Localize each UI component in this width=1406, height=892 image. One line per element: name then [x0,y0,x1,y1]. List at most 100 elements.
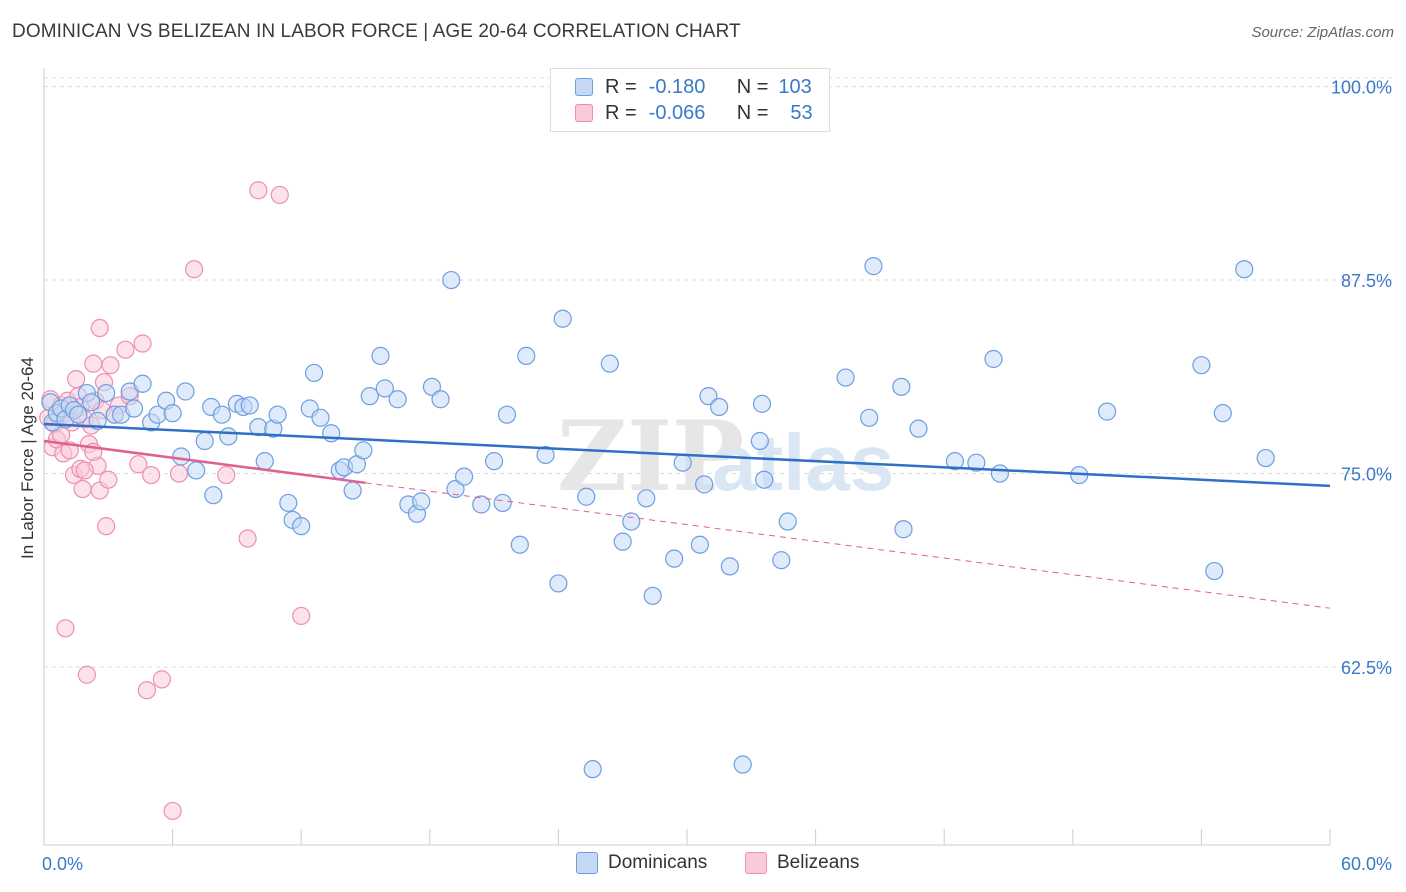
dominican-point [212,405,231,424]
y-tick-label: 100.0% [1331,78,1392,98]
belizean-point [142,465,161,485]
dominican-point [990,464,1010,483]
dominican-point [1192,356,1211,375]
dominican-point [637,489,656,508]
dominican-point [673,453,692,472]
dominican-point [311,408,330,427]
dominican-point [1213,404,1232,423]
dominican-point [97,383,116,403]
legend-row-belizeans: R = -0.066 N = 53 [575,101,813,125]
belizean-point [101,356,120,375]
dominican-point [752,394,772,413]
grid-layer [44,77,1392,668]
dominican-point [388,390,407,409]
dominican-point [778,512,797,531]
dominican-point [755,470,774,489]
bottom-legend-belizeans: Belizeans [745,852,859,874]
y-tick-labels: 62.5% 75.0% 87.5% 100.0% [1331,78,1392,678]
bottom-legend-label-dominicans: Dominicans [608,852,708,873]
dominican-point [909,419,928,438]
dominican-point [343,481,362,500]
belizean-point [217,465,236,485]
legend-n-value-belizeans: 53 [790,101,813,124]
belizean-point [133,334,152,353]
belizeans-points [39,181,311,821]
dominican-point [446,479,465,499]
dominican-point [172,447,191,466]
dominican-point [894,520,913,539]
y-tick-label: 87.5% [1341,271,1392,291]
belizean-point [184,260,204,279]
dominican-point [553,309,572,328]
dominican-point [733,755,752,774]
dominican-point [240,396,259,415]
belizean-point [152,670,171,689]
belizean-point [67,370,86,389]
dominican-point [1205,561,1224,581]
belizean-point [90,318,109,338]
dominican-point [892,377,911,396]
dominican-point [187,461,206,480]
belizean-point [129,455,148,474]
trend-lines [43,422,1331,609]
belizean-point [77,665,96,684]
dominicans-trend-line [43,422,1331,488]
dominican-point [695,475,714,494]
belizean-point [84,354,103,373]
legend-n-label: N = [736,101,769,124]
belizean-point [163,801,182,821]
dominican-point [613,532,632,551]
dominican-point [497,405,517,424]
dominican-point [412,492,431,511]
dominican-point [710,397,729,417]
dominican-point [510,535,529,554]
dominican-point [583,760,602,779]
belizeans-trend-extension [365,482,1331,609]
belizean-point [169,464,189,483]
dominican-point [967,453,986,472]
bottom-legend-swatch-dominicans [576,852,598,874]
legend-swatch-dominicans [575,78,593,96]
dominican-point [304,363,324,383]
x-tick-labels: 0.0% 60.0% [42,854,1392,874]
dominican-point [485,452,504,471]
chart-source: Source: ZipAtlas.com [1251,24,1394,41]
dominican-point [577,487,596,506]
dominican-point [493,493,512,513]
dominican-point [665,549,684,568]
dominican-point [431,390,450,409]
legend-swatch-belizeans [575,104,593,122]
dominican-point [422,377,442,396]
legend-r-label: R = [605,75,637,98]
dominican-point [643,586,662,605]
dominican-point [864,257,883,276]
dominican-point [195,431,214,451]
belizean-point [97,517,116,536]
dominican-point [984,349,1003,369]
dominican-point [536,445,555,465]
belizean-point [73,479,92,499]
bottom-legend-swatch-belizeans [745,852,767,874]
belizean-point [238,529,257,548]
dominican-point [375,379,394,398]
bottom-legend-dominicans: Dominicans [576,852,707,874]
legend-n-label: N = [736,75,769,98]
dominican-point [204,486,223,505]
dominicans-points [41,257,1275,779]
legend-n-value-dominicans: 103 [778,75,812,98]
belizean-point [137,681,156,700]
dominican-point [600,354,619,373]
dominican-point [1256,448,1275,468]
dominican-point [292,517,311,536]
dominican-point [517,346,536,365]
dominican-point [836,368,855,387]
dominican-point [720,557,739,576]
dominican-point [279,493,298,513]
dominican-point [622,512,641,531]
x-tick-label: 0.0% [42,854,83,874]
dominican-point [163,404,182,423]
dominican-point [69,405,88,424]
dominican-point [772,551,791,570]
dominican-point [1235,260,1254,279]
